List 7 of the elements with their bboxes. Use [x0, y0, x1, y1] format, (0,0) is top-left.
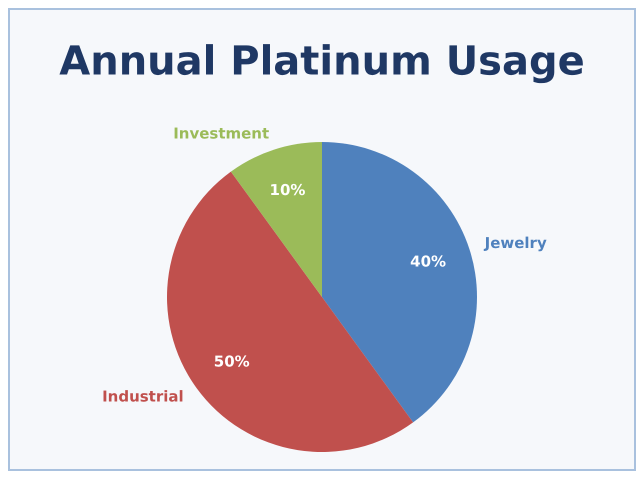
data-label: 10%	[270, 180, 306, 199]
data-label: 40%	[410, 252, 446, 270]
slice-label: Jewelry	[484, 234, 547, 252]
slice-label: Industrial	[102, 387, 184, 406]
slice-label: Investment	[173, 124, 270, 142]
data-label: 50%	[214, 352, 250, 370]
chart-title: Annual Platinum Usage	[59, 38, 585, 84]
